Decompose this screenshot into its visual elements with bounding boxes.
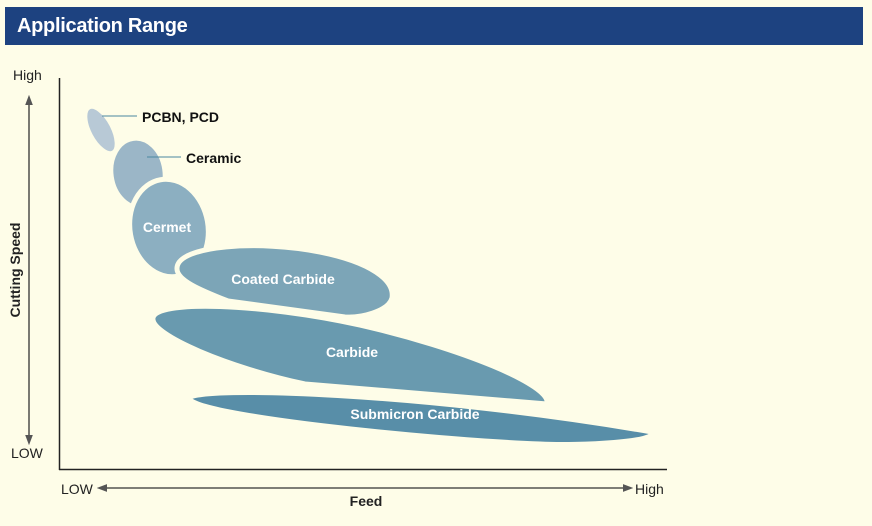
region-submicron-carbide [186, 390, 655, 447]
carbide-label: Carbide [326, 344, 378, 360]
x-high-label: High [635, 481, 664, 497]
section-header: Application Range [5, 7, 863, 45]
coated-carbide-label: Coated Carbide [231, 271, 335, 287]
submicron-carbide-label: Submicron Carbide [350, 406, 479, 422]
y-low-label: LOW [11, 445, 44, 461]
cermet-label: Cermet [143, 219, 192, 235]
x-axis-title: Feed [350, 493, 383, 509]
section-title: Application Range [17, 15, 188, 37]
x-low-label: LOW [61, 481, 94, 497]
region-carbide [150, 303, 550, 407]
pcbn-pcd-label: PCBN, PCD [142, 109, 219, 125]
y-axis-title: Cutting Speed [7, 223, 23, 318]
y-high-label: High [13, 67, 42, 83]
region-coated-carbide [174, 243, 395, 320]
ceramic-label: Ceramic [186, 150, 241, 166]
